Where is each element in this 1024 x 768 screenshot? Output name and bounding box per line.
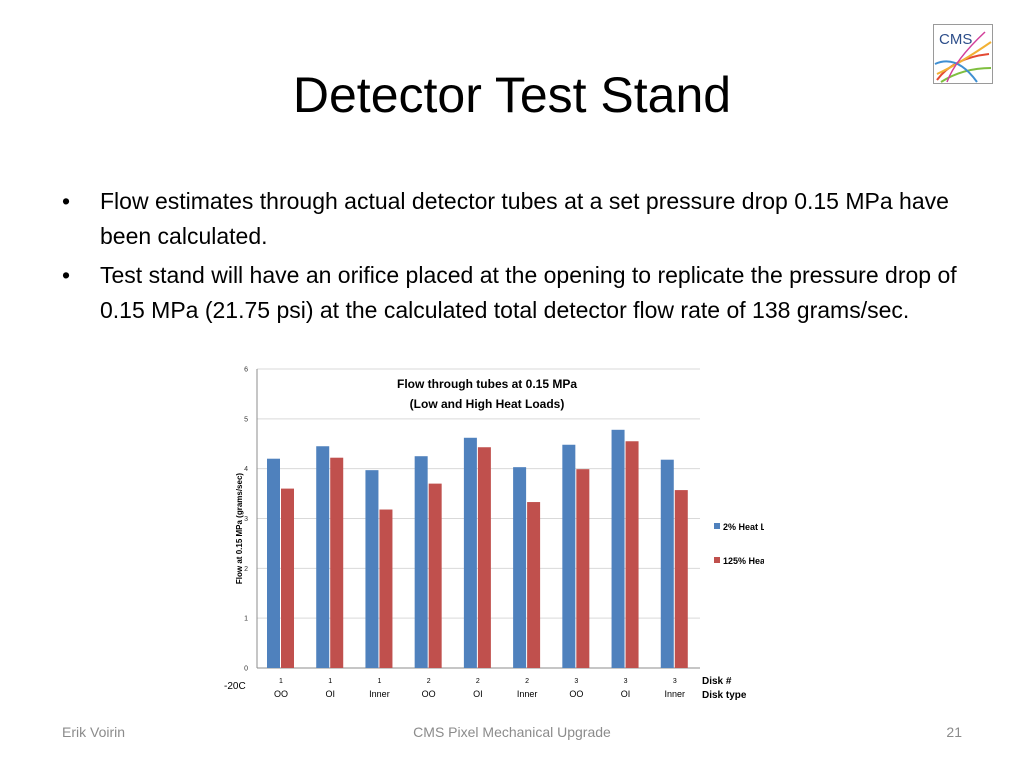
bullet-text: Test stand will have an orifice placed a… (100, 262, 957, 323)
bar (660, 459, 674, 668)
x-tick-label-disk: 1 (328, 678, 332, 685)
x-tick-label-type: OO (274, 689, 288, 699)
footer-page-number: 21 (946, 724, 962, 740)
y-tick-label: 3 (244, 516, 248, 523)
bar (365, 470, 379, 668)
x-tick-label-disk: 2 (427, 678, 431, 685)
cms-logo: CMS (933, 24, 993, 84)
legend-label: 125% Heat Load (723, 556, 764, 566)
y-tick-label: 0 (244, 666, 248, 673)
x-tick-label-disk: 2 (476, 678, 480, 685)
x-tick-label-disk: 1 (377, 678, 381, 685)
bar (674, 490, 688, 668)
x-tick-label-type: OI (621, 689, 631, 699)
bar (267, 458, 280, 668)
bar (330, 457, 344, 668)
x-tick-label-type: Inner (369, 689, 390, 699)
bar (576, 469, 590, 668)
x-tick-label-type: OI (325, 689, 335, 699)
bullet-item: • Flow estimates through actual detector… (56, 184, 976, 254)
flow-bar-chart: 0 1 2 3 4 5 6 1 OO 1 OI 1 Inner 2 OO 2 OI 2 Inner 3 OO 3 OI 3 In… (224, 367, 764, 702)
x-tick-label-type: OO (422, 689, 436, 699)
bar (414, 456, 428, 668)
bar (562, 444, 576, 668)
x-tick-label-type: Inner (517, 689, 538, 699)
x-tick-label-disk: 3 (624, 678, 628, 685)
y-tick-label: 2 (244, 566, 248, 573)
legend-label: 2% Heat Load (723, 522, 764, 532)
bar (379, 509, 393, 668)
cms-logo-text: CMS (939, 31, 972, 48)
bullet-marker: • (62, 262, 71, 288)
x-tick-label-type: Inner (665, 689, 686, 699)
bullet-list: • Flow estimates through actual detector… (56, 184, 976, 332)
footer-title: CMS Pixel Mechanical Upgrade (413, 724, 611, 740)
bullet-marker: • (62, 188, 71, 214)
x-tick-label-disk: 1 (279, 678, 283, 685)
chart-subtitle: (Low and High Heat Loads) (410, 397, 565, 411)
legend-swatch (714, 523, 720, 529)
bar (625, 441, 639, 668)
x-tick-label-disk: 3 (673, 678, 677, 685)
slide-title: Detector Test Stand (292, 67, 732, 123)
x-tick-label-type: OO (569, 689, 583, 699)
x-tick-label-type: OI (473, 689, 483, 699)
bar (611, 429, 625, 668)
bar (316, 446, 330, 668)
bar (477, 447, 491, 668)
y-tick-label: 6 (244, 367, 248, 374)
y-tick-label: 5 (244, 416, 248, 423)
x-row-label-type: Disk type (702, 690, 747, 701)
bullet-text: Flow estimates through actual detector t… (100, 188, 949, 249)
corner-label: -20C (224, 681, 246, 692)
legend-swatch (714, 557, 720, 563)
footer-author: Erik Voirin (62, 724, 126, 740)
bar (428, 483, 442, 668)
x-tick-label-disk: 3 (574, 678, 578, 685)
bar (527, 502, 541, 668)
y-tick-label: 4 (244, 466, 248, 473)
bar (463, 437, 477, 668)
y-axis-label: Flow at 0.15 MPa (grams/sec) (235, 473, 244, 584)
bullet-item: • Test stand will have an orifice placed… (56, 258, 976, 328)
bar (513, 467, 527, 668)
chart-title: Flow through tubes at 0.15 MPa (397, 377, 577, 391)
x-tick-label-disk: 2 (525, 678, 529, 685)
x-row-label-disk: Disk # (702, 676, 732, 687)
y-tick-label: 1 (244, 616, 248, 623)
bar (281, 488, 294, 668)
